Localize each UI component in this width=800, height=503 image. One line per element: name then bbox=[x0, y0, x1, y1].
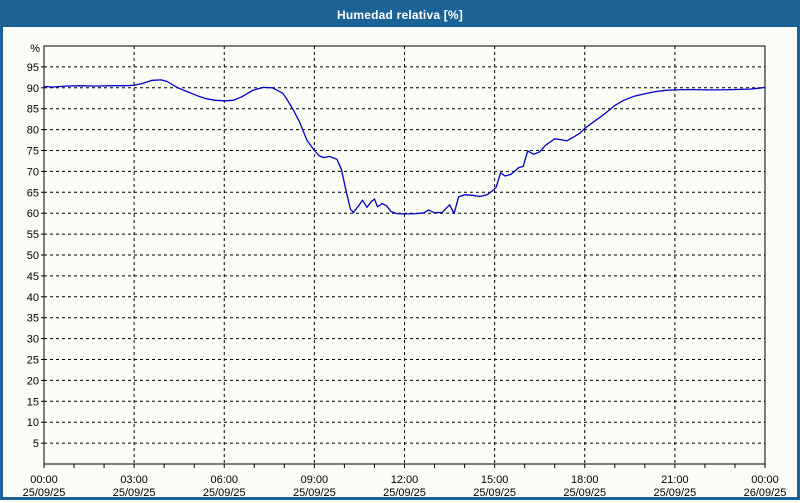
y-tick-label: 90 bbox=[27, 83, 39, 95]
y-tick-label: 30 bbox=[27, 334, 39, 346]
x-date-label: 25/09/25 bbox=[383, 487, 426, 499]
x-time-label: 15:00 bbox=[481, 474, 509, 486]
y-tick-label: 35 bbox=[27, 313, 39, 325]
y-tick-label: 85 bbox=[27, 104, 39, 116]
title-bar: Humedad relativa [%] bbox=[3, 3, 797, 27]
y-tick-label: 65 bbox=[27, 187, 39, 199]
y-tick-label: 70 bbox=[27, 166, 39, 178]
x-time-label: 09:00 bbox=[301, 474, 329, 486]
x-time-label: 21:00 bbox=[661, 474, 689, 486]
y-tick-label: 60 bbox=[27, 208, 39, 220]
plot-border bbox=[43, 45, 766, 465]
x-time-label: 00:00 bbox=[30, 474, 58, 486]
y-tick-label: 95 bbox=[27, 62, 39, 74]
y-tick-label: 40 bbox=[27, 292, 39, 304]
x-time-label: 06:00 bbox=[210, 474, 238, 486]
y-tick-label: 20 bbox=[27, 375, 39, 387]
y-axis-unit-label: % bbox=[30, 43, 40, 55]
x-time-label: 18:00 bbox=[571, 474, 599, 486]
y-tick-label: 45 bbox=[27, 271, 39, 283]
x-date-label: 25/09/25 bbox=[23, 487, 66, 499]
series-line bbox=[43, 79, 766, 215]
chart-canvas: 95 90 85 80 75 70 65 60 55 50 45 40 35 30 25 20 15 10 5% 00… bbox=[23, 43, 787, 499]
y-tick-label: 55 bbox=[27, 229, 39, 241]
y-tick-label: 5 bbox=[33, 438, 39, 450]
window-title: Humedad relativa [%] bbox=[336, 8, 464, 22]
x-date-label: 25/09/25 bbox=[293, 487, 336, 499]
x-date-label: 25/09/25 bbox=[113, 487, 156, 499]
y-tick-label: 25 bbox=[27, 355, 39, 367]
x-time-label: 12:00 bbox=[391, 474, 419, 486]
x-time-label: 00:00 bbox=[751, 474, 779, 486]
x-time-label: 03:00 bbox=[120, 474, 148, 486]
x-date-label: 25/09/25 bbox=[563, 487, 606, 499]
x-date-label: 25/09/25 bbox=[473, 487, 516, 499]
x-date-label: 25/09/25 bbox=[653, 487, 696, 499]
y-tick-label: 75 bbox=[27, 146, 39, 158]
y-tick-label: 80 bbox=[27, 125, 39, 137]
y-tick-label: 15 bbox=[27, 396, 39, 408]
x-date-label: 26/09/25 bbox=[744, 487, 787, 499]
y-tick-label: 50 bbox=[27, 250, 39, 262]
x-date-label: 25/09/25 bbox=[203, 487, 246, 499]
y-tick-label: 10 bbox=[27, 417, 39, 429]
